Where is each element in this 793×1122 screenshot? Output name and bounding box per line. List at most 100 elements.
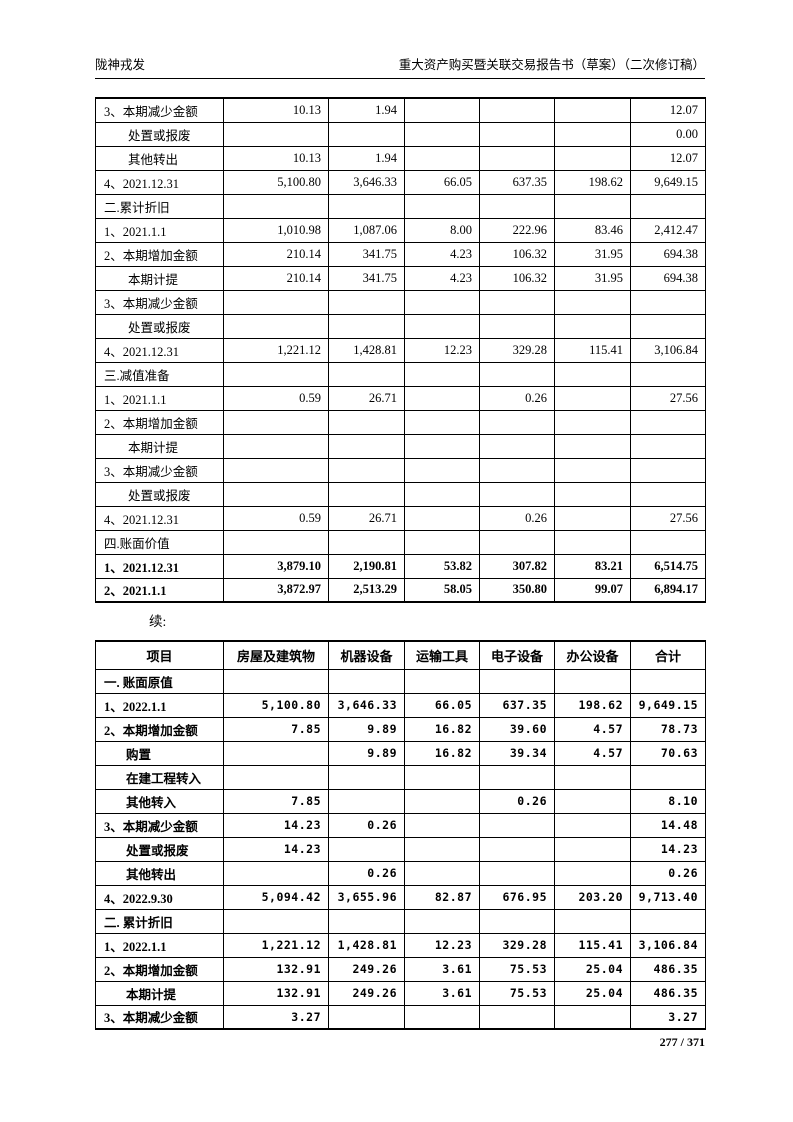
table-row: 3、本期减少金额 3.27 3.27 <box>95 1004 706 1030</box>
cell-value <box>630 457 706 483</box>
row-label: 本期计提 <box>95 433 224 459</box>
cell-value: 1,010.98 <box>223 217 329 243</box>
cell-value: 26.71 <box>328 385 405 411</box>
cell-value <box>554 289 631 315</box>
cell-value: 115.41 <box>554 337 631 363</box>
column-header: 电子设备 <box>479 640 555 670</box>
cell-value: 14.23 <box>223 812 329 838</box>
column-header: 房屋及建筑物 <box>223 640 329 670</box>
table-row: 处置或报废 <box>95 481 706 507</box>
row-label: 1、2021.1.1 <box>95 217 224 243</box>
cell-value: 210.14 <box>223 265 329 291</box>
row-label: 购置 <box>95 740 224 766</box>
cell-value: 2,513.29 <box>328 577 405 603</box>
cell-value <box>404 361 480 387</box>
cell-value: 329.28 <box>479 337 555 363</box>
cell-value <box>328 409 405 435</box>
table-row: 处置或报废 0.00 <box>95 121 706 147</box>
cell-value <box>554 97 631 123</box>
cell-value: 9.89 <box>328 740 405 766</box>
fixed-assets-table-2022-continued: 项目 房屋及建筑物 机器设备 运输工具 电子设备 办公设备 合计 一. 账面原值 1、2022… <box>95 640 706 1030</box>
cell-value: 75.53 <box>479 956 555 982</box>
cell-value <box>328 1004 405 1030</box>
cell-value <box>328 668 405 694</box>
cell-value: 1,087.06 <box>328 217 405 243</box>
cell-value: 1,221.12 <box>223 337 329 363</box>
row-label: 2、本期增加金额 <box>95 716 224 742</box>
cell-value: 83.21 <box>554 553 631 579</box>
row-label: 2、本期增加金额 <box>95 956 224 982</box>
cell-value <box>223 433 329 459</box>
cell-value: 5,094.42 <box>223 884 329 910</box>
cell-value: 249.26 <box>328 980 405 1006</box>
cell-value <box>404 385 480 411</box>
cell-value: 0.59 <box>223 385 329 411</box>
cell-value: 307.82 <box>479 553 555 579</box>
cell-value <box>479 836 555 862</box>
cell-value <box>630 908 706 934</box>
table-row: 1、2021.12.31 3,879.10 2,190.81 53.82 307.82 8… <box>95 553 706 579</box>
cell-value <box>328 433 405 459</box>
column-header: 机器设备 <box>328 640 405 670</box>
row-label: 本期计提 <box>95 265 224 291</box>
cell-value: 7.85 <box>223 788 329 814</box>
cell-value: 70.63 <box>630 740 706 766</box>
cell-value <box>554 788 631 814</box>
table1-body: 3、本期减少金额 10.13 1.94 12.07 处置或报废 0.00 其他转出 10.13… <box>95 97 706 603</box>
cell-value: 7.85 <box>223 716 329 742</box>
cell-value: 82.87 <box>404 884 480 910</box>
page-content: 陇神戎发 重大资产购买暨关联交易报告书（草案）（二次修订稿） 3、本期减少金额 1… <box>95 55 706 1050</box>
cell-value <box>479 409 555 435</box>
cell-value <box>479 457 555 483</box>
cell-value <box>223 121 329 147</box>
cell-value <box>328 529 405 555</box>
cell-value <box>479 1004 555 1030</box>
row-label: 3、本期减少金额 <box>95 812 224 838</box>
table-row: 其他转入 7.85 0.26 8.10 <box>95 788 706 814</box>
cell-value: 0.59 <box>223 505 329 531</box>
cell-value <box>479 289 555 315</box>
cell-value <box>630 529 706 555</box>
table-row: 在建工程转入 <box>95 764 706 790</box>
cell-value: 4.57 <box>554 716 631 742</box>
table-row: 2、本期增加金额 210.14 341.75 4.23 106.32 31.95 694.3… <box>95 241 706 267</box>
row-label: 处置或报废 <box>95 836 224 862</box>
cell-value <box>223 481 329 507</box>
row-label: 其他转入 <box>95 788 224 814</box>
cell-value <box>223 361 329 387</box>
cell-value: 14.23 <box>630 836 706 862</box>
cell-value: 694.38 <box>630 241 706 267</box>
cell-value <box>223 908 329 934</box>
table-row: 3、本期减少金额 14.23 0.26 14.48 <box>95 812 706 838</box>
row-label: 1、2021.1.1 <box>95 385 224 411</box>
column-header: 运输工具 <box>404 640 480 670</box>
cell-value: 3.27 <box>630 1004 706 1030</box>
row-label: 在建工程转入 <box>95 764 224 790</box>
table-row: 1、2021.1.1 1,010.98 1,087.06 8.00 222.96 83.4… <box>95 217 706 243</box>
cell-value <box>404 97 480 123</box>
cell-value <box>630 313 706 339</box>
cell-value: 2,412.47 <box>630 217 706 243</box>
page-number: 277 / 371 <box>659 1035 705 1049</box>
cell-value <box>479 313 555 339</box>
cell-value <box>479 481 555 507</box>
cell-value <box>328 457 405 483</box>
column-header: 项目 <box>95 640 224 670</box>
table-row: 2、本期增加金额 7.85 9.89 16.82 39.60 4.57 78.73 <box>95 716 706 742</box>
cell-value <box>630 668 706 694</box>
cell-value: 637.35 <box>479 692 555 718</box>
row-label: 1、2021.12.31 <box>95 553 224 579</box>
row-label: 3、本期减少金额 <box>95 97 224 123</box>
cell-value: 39.60 <box>479 716 555 742</box>
cell-value <box>630 409 706 435</box>
cell-value <box>554 409 631 435</box>
cell-value: 637.35 <box>479 169 555 195</box>
cell-value <box>630 361 706 387</box>
cell-value: 3,872.97 <box>223 577 329 603</box>
cell-value: 341.75 <box>328 241 405 267</box>
cell-value: 12.07 <box>630 97 706 123</box>
cell-value <box>479 529 555 555</box>
cell-value <box>223 193 329 219</box>
row-label: 4、2022.9.30 <box>95 884 224 910</box>
